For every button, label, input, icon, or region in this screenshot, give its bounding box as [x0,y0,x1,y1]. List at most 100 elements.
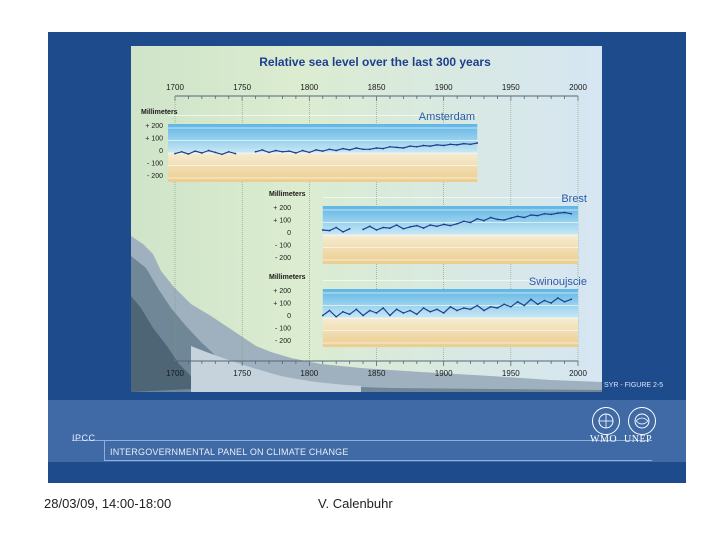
unep-logo-icon [628,407,656,435]
data-point [469,221,472,224]
data-point [523,216,526,219]
data-point [200,152,203,154]
data-point [536,214,539,217]
data-point [395,308,398,311]
y-tick-label: 0 [159,148,163,155]
data-point [429,224,432,226]
y-tick-label: - 200 [275,338,291,345]
y-tick-label: - 100 [275,243,291,250]
x-tick-top-label: 1700 [166,83,184,92]
organization-short: IPCC [72,433,96,443]
series-label: Brest [561,193,587,205]
x-tick-bottom-label: 1800 [300,369,318,378]
series-label: Amsterdam [419,111,475,123]
data-point [348,313,351,316]
data-point [476,142,479,144]
data-point [496,218,499,221]
y-tick-label: 0 [287,230,291,237]
data-point [456,143,458,146]
data-point [321,229,324,231]
data-point [469,308,472,311]
data-point [382,307,385,309]
sea-level-figure: Relative sea level over the last 300 yea… [131,46,602,392]
data-point [274,149,277,152]
data-point [449,224,452,227]
data-point [550,213,553,216]
data-point [409,309,411,312]
x-tick-top-label: 1750 [233,83,251,92]
data-point [402,147,405,149]
data-point [395,224,398,226]
data-point [462,142,465,145]
data-point [442,144,445,147]
data-point [342,147,344,150]
data-point [315,148,317,151]
station-panel: Millimeters + 200 + 100 0 - 100 - 200 Amsterda… [141,109,479,182]
x-tick-top-label: 2000 [569,83,587,92]
data-point [207,149,210,152]
data-point [462,220,465,223]
data-point [221,153,223,156]
data-point [449,143,452,146]
data-point [389,314,391,317]
data-point [509,305,512,308]
data-point [442,312,445,314]
data-point [436,308,438,311]
data-point [348,227,351,230]
x-tick-bottom-label: 1850 [368,369,386,378]
data-point [550,302,553,304]
figure-caption: SYR - FIGURE 2-5 [604,382,664,389]
negative-band [168,153,478,182]
x-tick-top-label: 1800 [300,83,318,92]
data-point [536,303,539,306]
x-tick-top-label: 1900 [435,83,453,92]
data-point [516,300,519,303]
data-point [496,307,499,309]
data-point [187,153,190,155]
y-tick-label: - 200 [275,255,291,262]
data-point [194,150,197,153]
organization-full: INTERGOVERNMENTAL PANEL ON CLIMATE CHANG… [110,447,349,457]
data-point [368,148,371,151]
footer-band [48,400,686,462]
data-point [375,147,378,149]
data-point [362,314,364,317]
data-point [422,227,425,230]
data-point [227,150,230,153]
data-point [449,305,452,308]
data-point [469,143,472,146]
footer-author: V. Calenbuhr [318,496,393,511]
data-point [483,219,485,222]
data-point [570,212,573,215]
data-point [335,315,338,318]
data-point [436,143,438,146]
data-point [335,149,338,152]
station-panel: Millimeters + 200 + 100 0 - 100 - 200 Swinoujs… [269,274,587,347]
y-tick-label: + 200 [273,205,291,212]
y-tick-label: + 100 [273,301,291,308]
data-point [442,223,445,226]
data-point [563,211,566,214]
data-point [503,219,506,221]
x-tick-bottom-label: 2000 [569,369,587,378]
data-point [328,309,331,312]
data-point [375,312,378,314]
y-tick-label: - 100 [275,326,291,333]
y-tick-label: - 100 [147,161,163,168]
data-point [382,226,385,229]
data-point [335,226,338,229]
data-point [375,229,378,231]
data-point [321,314,324,317]
y-axis-label: Millimeters [269,274,306,281]
series-line [174,142,478,155]
cliff-illustration [131,236,602,392]
data-point [321,150,324,153]
data-point [563,300,566,303]
data-point [362,148,364,151]
unep-logo-label: UNEP [624,434,653,445]
series-line [322,297,572,318]
footer-date: 28/03/09, 14:00-18:00 [44,496,172,511]
y-tick-label: + 200 [273,288,291,295]
sea-level-chart: Relative sea level over the last 300 yea… [131,46,602,392]
data-point [268,151,270,154]
